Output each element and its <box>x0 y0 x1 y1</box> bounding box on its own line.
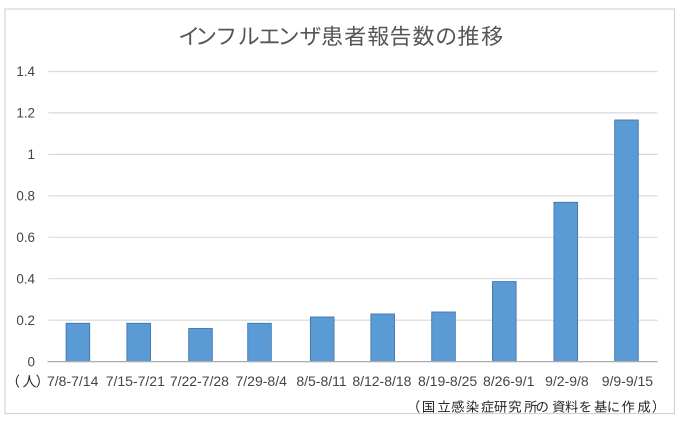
svg-text:9/9-9/15: 9/9-9/15 <box>602 373 654 389</box>
svg-text:8/26-9/1: 8/26-9/1 <box>483 373 535 389</box>
svg-text:9/2-9/8: 9/2-9/8 <box>545 373 589 389</box>
svg-text:8/5-8/11: 8/5-8/11 <box>296 373 347 389</box>
svg-text:8/12-8/18: 8/12-8/18 <box>352 373 411 389</box>
svg-text:7/29-8/4: 7/29-8/4 <box>236 373 288 389</box>
svg-text:7/15-7/21: 7/15-7/21 <box>106 373 165 389</box>
svg-text:0: 0 <box>28 354 35 369</box>
svg-text:0.6: 0.6 <box>16 230 35 245</box>
svg-text:7/8-7/14: 7/8-7/14 <box>47 373 99 389</box>
svg-text:1.2: 1.2 <box>16 106 35 121</box>
svg-text:7/22-7/28: 7/22-7/28 <box>170 373 229 389</box>
svg-text:1.4: 1.4 <box>16 64 35 79</box>
svg-text:8/19-8/25: 8/19-8/25 <box>418 373 477 389</box>
svg-text:0.8: 0.8 <box>16 189 35 204</box>
svg-text:0.4: 0.4 <box>16 271 35 286</box>
svg-text:1: 1 <box>28 147 35 162</box>
svg-text:0.2: 0.2 <box>16 313 35 328</box>
